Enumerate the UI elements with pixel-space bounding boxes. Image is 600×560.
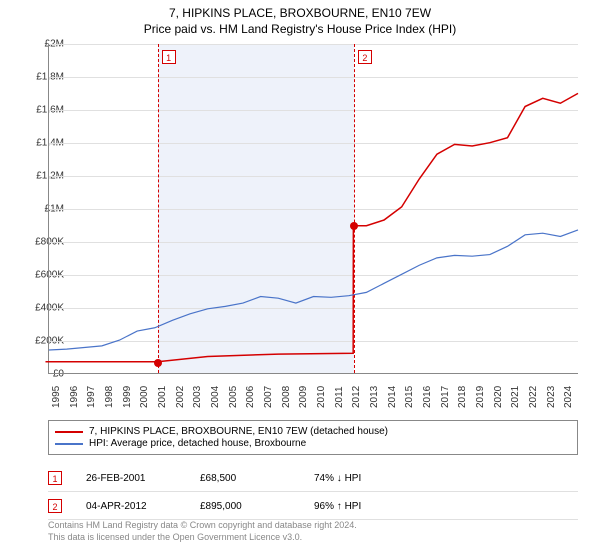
series-hpi bbox=[49, 230, 578, 350]
x-tick-label: 2024 bbox=[563, 386, 574, 408]
x-tick-label: 2002 bbox=[175, 386, 186, 408]
event-price: £68,500 bbox=[200, 473, 290, 484]
x-tick-label: 2011 bbox=[334, 386, 345, 408]
series-property bbox=[45, 93, 578, 361]
x-tick-label: 1999 bbox=[122, 386, 133, 408]
x-tick-label: 1998 bbox=[104, 386, 115, 408]
x-tick-label: 1995 bbox=[51, 386, 62, 408]
x-tick-label: 1997 bbox=[86, 386, 97, 408]
event-marker-1: 1 bbox=[48, 471, 62, 485]
x-tick-label: 2001 bbox=[157, 386, 168, 408]
footer-attribution: Contains HM Land Registry data © Crown c… bbox=[48, 520, 578, 543]
x-tick-label: 2021 bbox=[510, 386, 521, 408]
x-tick-label: 2004 bbox=[210, 386, 221, 408]
x-tick-label: 2012 bbox=[351, 386, 362, 408]
event-pct: 74% ↓ HPI bbox=[314, 473, 404, 484]
event-price: £895,000 bbox=[200, 501, 290, 512]
x-tick-label: 2006 bbox=[245, 386, 256, 408]
legend-label: 7, HIPKINS PLACE, BROXBOURNE, EN10 7EW (… bbox=[89, 426, 388, 437]
x-tick-label: 2000 bbox=[139, 386, 150, 408]
x-tick-label: 1996 bbox=[69, 386, 80, 408]
x-tick-label: 2016 bbox=[422, 386, 433, 408]
x-tick-label: 2010 bbox=[316, 386, 327, 408]
legend-label: HPI: Average price, detached house, Brox… bbox=[89, 438, 306, 449]
legend-swatch bbox=[55, 443, 83, 445]
chart-subtitle: Price paid vs. HM Land Registry's House … bbox=[0, 22, 600, 36]
event-marker-2: 2 bbox=[48, 499, 62, 513]
x-tick-label: 2008 bbox=[281, 386, 292, 408]
event-box-1: 1 bbox=[162, 50, 176, 64]
events-table: 1 26-FEB-2001 £68,500 74% ↓ HPI 2 04-APR… bbox=[48, 464, 578, 524]
event-date: 04-APR-2012 bbox=[86, 501, 176, 512]
x-tick-label: 2009 bbox=[298, 386, 309, 408]
event-pct: 96% ↑ HPI bbox=[314, 501, 404, 512]
x-tick-label: 2019 bbox=[475, 386, 486, 408]
x-tick-label: 2003 bbox=[192, 386, 203, 408]
legend-swatch bbox=[55, 431, 83, 433]
event-date: 26-FEB-2001 bbox=[86, 473, 176, 484]
line-series-svg bbox=[49, 44, 578, 373]
legend-item-property: 7, HIPKINS PLACE, BROXBOURNE, EN10 7EW (… bbox=[55, 426, 571, 437]
event-dot-1 bbox=[154, 359, 162, 367]
event-box-2: 2 bbox=[358, 50, 372, 64]
x-tick-label: 2018 bbox=[457, 386, 468, 408]
x-tick-label: 2022 bbox=[528, 386, 539, 408]
event-dot-2 bbox=[350, 222, 358, 230]
x-tick-label: 2013 bbox=[369, 386, 380, 408]
chart-title: 7, HIPKINS PLACE, BROXBOURNE, EN10 7EW bbox=[0, 6, 600, 20]
x-tick-label: 2007 bbox=[263, 386, 274, 408]
x-tick-label: 2015 bbox=[404, 386, 415, 408]
x-tick-label: 2020 bbox=[493, 386, 504, 408]
event-row: 1 26-FEB-2001 £68,500 74% ↓ HPI bbox=[48, 468, 578, 492]
footer-line: Contains HM Land Registry data © Crown c… bbox=[48, 520, 578, 532]
x-tick-label: 2005 bbox=[228, 386, 239, 408]
footer-line: This data is licensed under the Open Gov… bbox=[48, 532, 578, 544]
title-block: 7, HIPKINS PLACE, BROXBOURNE, EN10 7EW P… bbox=[0, 0, 600, 36]
legend-item-hpi: HPI: Average price, detached house, Brox… bbox=[55, 438, 571, 449]
x-tick-label: 2023 bbox=[546, 386, 557, 408]
legend: 7, HIPKINS PLACE, BROXBOURNE, EN10 7EW (… bbox=[48, 420, 578, 455]
x-tick-label: 2017 bbox=[440, 386, 451, 408]
event-row: 2 04-APR-2012 £895,000 96% ↑ HPI bbox=[48, 496, 578, 520]
x-tick-label: 2014 bbox=[387, 386, 398, 408]
chart-plot-area: 12 bbox=[48, 44, 578, 374]
